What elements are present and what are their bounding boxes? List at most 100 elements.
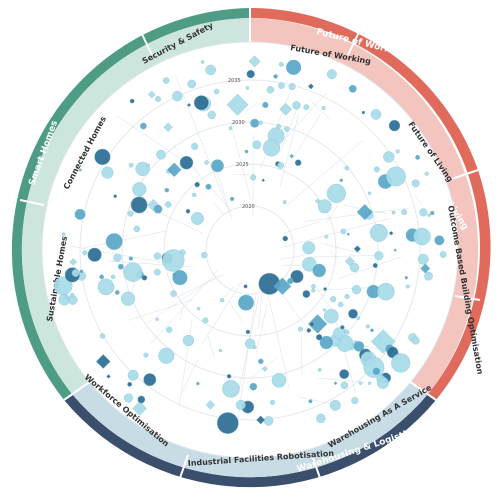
node-circle: [208, 111, 216, 119]
node-circle: [313, 264, 326, 277]
node-circle: [180, 156, 193, 169]
node-circle: [159, 348, 175, 364]
node-circle: [128, 370, 138, 380]
node-circle: [144, 353, 149, 358]
node-circle: [283, 200, 287, 204]
node-circle: [262, 102, 268, 108]
node-circle: [258, 359, 263, 364]
node-circle: [124, 394, 133, 403]
node-circle: [286, 60, 301, 75]
node-circle: [245, 339, 255, 349]
node-circle: [211, 160, 224, 173]
node-circle: [246, 330, 250, 334]
node-circle: [267, 86, 274, 93]
node-circle: [311, 284, 315, 288]
node-circle: [70, 293, 74, 297]
node-circle: [307, 328, 311, 332]
node-circle: [318, 200, 332, 214]
node-circle: [264, 416, 273, 425]
node-circle: [183, 335, 194, 346]
node-circle: [227, 374, 231, 378]
node-circle: [238, 295, 254, 311]
node-circle: [435, 236, 445, 246]
node-circle: [121, 292, 135, 306]
node-circle: [95, 149, 111, 165]
node-circle: [366, 324, 370, 328]
node-circle: [396, 150, 400, 154]
node-circle: [253, 141, 261, 149]
node-circle: [259, 121, 263, 125]
node-circle: [341, 382, 348, 389]
node-circle: [383, 151, 394, 162]
node-circle: [373, 368, 380, 375]
node-circle: [430, 211, 434, 215]
node-circle: [327, 184, 346, 203]
node-circle: [162, 249, 184, 271]
node-circle: [191, 212, 203, 224]
node-circle: [352, 397, 359, 404]
node-circle: [192, 193, 196, 197]
node-circle: [72, 269, 80, 277]
node-circle: [392, 211, 395, 214]
node-circle: [219, 349, 222, 352]
node-circle: [75, 209, 86, 220]
node-circle: [251, 175, 256, 180]
node-circle: [163, 78, 169, 84]
node-circle: [277, 162, 283, 168]
node-circle: [283, 236, 288, 241]
node-circle: [287, 278, 293, 284]
node-circle: [345, 166, 349, 170]
node-circle: [134, 226, 140, 232]
node-circle: [118, 264, 123, 269]
node-circle: [206, 65, 216, 75]
node-circle: [156, 150, 165, 159]
node-circle: [250, 119, 259, 128]
node-circle: [128, 211, 134, 217]
node-circle: [65, 295, 69, 299]
node-circle: [195, 182, 200, 187]
node-circle: [113, 254, 121, 262]
node-circle: [389, 231, 392, 234]
node-circle: [124, 263, 143, 282]
node-circle: [401, 209, 406, 214]
node-circle: [370, 224, 387, 241]
ring-year-label: 2030: [232, 120, 245, 126]
node-circle: [222, 380, 239, 397]
node-circle: [310, 322, 314, 326]
node-circle: [154, 269, 160, 275]
node-circle: [236, 400, 245, 409]
node-circle: [144, 373, 157, 386]
node-circle: [406, 285, 410, 289]
node-circle: [132, 182, 146, 196]
node-circle: [303, 290, 310, 297]
node-circle: [414, 228, 431, 245]
node-circle: [154, 205, 162, 213]
node-circle: [377, 283, 394, 300]
node-circle: [170, 291, 176, 297]
node-circle: [340, 179, 343, 182]
node-circle: [345, 294, 350, 299]
node-circle: [147, 164, 150, 167]
node-circle: [418, 254, 428, 264]
node-circle: [186, 209, 190, 213]
node-circle: [220, 298, 224, 302]
node-circle: [165, 202, 171, 208]
node-circle: [156, 318, 159, 321]
node-circle: [131, 197, 147, 213]
node-circle: [191, 143, 198, 150]
node-circle: [333, 328, 345, 340]
node-circle: [214, 89, 219, 94]
node-circle: [165, 188, 169, 192]
node-circle: [371, 109, 381, 119]
node-circle: [80, 270, 83, 273]
node-circle: [246, 86, 249, 89]
node-circle: [420, 209, 428, 217]
node-circle: [250, 383, 257, 390]
node-circle: [386, 167, 405, 186]
node-circle: [217, 412, 238, 433]
node-circle: [140, 123, 146, 129]
node-circle: [391, 354, 410, 373]
node-circle: [339, 369, 348, 378]
